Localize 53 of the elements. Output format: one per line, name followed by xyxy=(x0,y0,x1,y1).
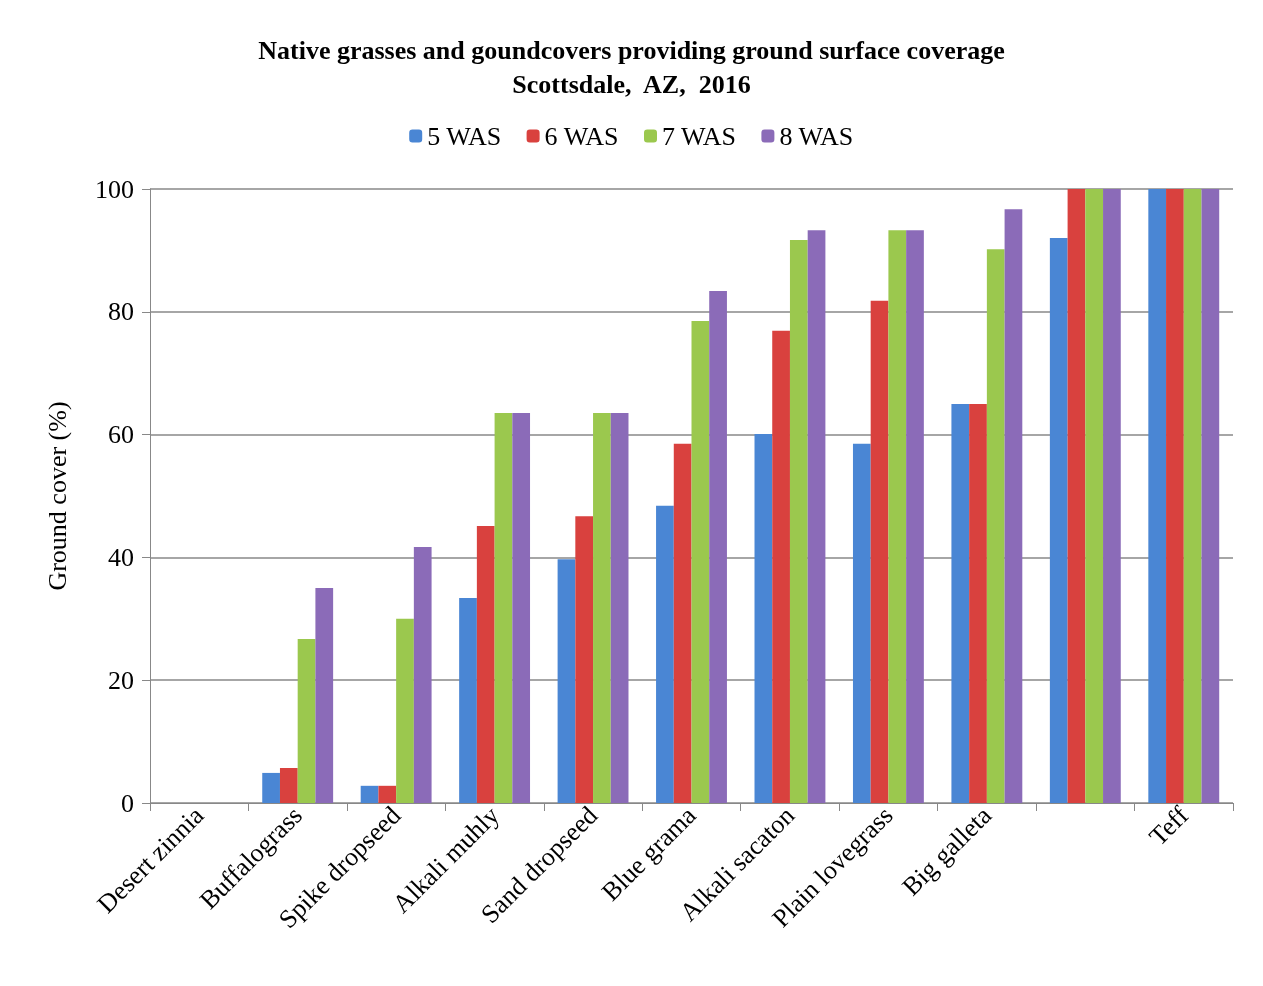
bar xyxy=(656,505,674,803)
bar xyxy=(1004,209,1023,803)
y-tick-label: 20 xyxy=(108,665,134,695)
legend-label: 5 WAS xyxy=(427,121,502,151)
y-tick-label: 40 xyxy=(108,542,134,572)
bar xyxy=(459,597,477,803)
bar xyxy=(969,403,987,803)
legend-label: 7 WAS xyxy=(662,121,736,151)
bar xyxy=(1183,189,1202,803)
legend-label: 6 WAS xyxy=(544,121,619,151)
bar xyxy=(691,321,710,803)
bar xyxy=(1067,189,1086,803)
bar xyxy=(789,239,808,803)
bar xyxy=(297,639,316,803)
y-tick-label: 100 xyxy=(95,174,134,204)
bar xyxy=(1201,189,1220,803)
bar xyxy=(610,413,629,803)
bar xyxy=(1103,189,1121,803)
y-axis-title: Ground cover (%) xyxy=(42,401,72,591)
bar xyxy=(315,588,334,803)
bar xyxy=(1148,189,1167,803)
bar xyxy=(494,413,513,803)
bar xyxy=(575,516,594,803)
bar xyxy=(709,290,727,803)
x-tick-label: Teff xyxy=(1143,800,1195,852)
bar xyxy=(396,618,414,803)
y-tick-label: 0 xyxy=(121,788,134,818)
bar xyxy=(512,413,531,803)
bar xyxy=(476,526,495,803)
y-tick-label: 60 xyxy=(108,420,134,450)
bar xyxy=(1049,238,1068,803)
bar xyxy=(1166,189,1184,803)
chart-title: Native grasses and goundcovers providing ground surface coverage Scottsdale, AZ, 2016 xyxy=(258,35,1005,99)
bar xyxy=(360,785,379,803)
bar xyxy=(870,300,889,803)
bar xyxy=(557,559,576,803)
bar xyxy=(906,230,924,803)
legend-label: 8 WAS xyxy=(779,121,854,151)
bar xyxy=(413,546,432,803)
bar xyxy=(852,443,871,803)
bar xyxy=(951,403,970,803)
y-tick-label: 80 xyxy=(108,297,134,327)
bar xyxy=(986,249,1005,803)
bar xyxy=(772,330,790,803)
bar xyxy=(807,230,826,803)
bar xyxy=(378,785,397,803)
bar xyxy=(279,768,298,803)
bar xyxy=(888,230,907,803)
bar xyxy=(1085,189,1104,803)
bar xyxy=(262,772,280,803)
bar xyxy=(593,413,611,803)
bar xyxy=(754,433,773,803)
bar xyxy=(673,443,692,803)
